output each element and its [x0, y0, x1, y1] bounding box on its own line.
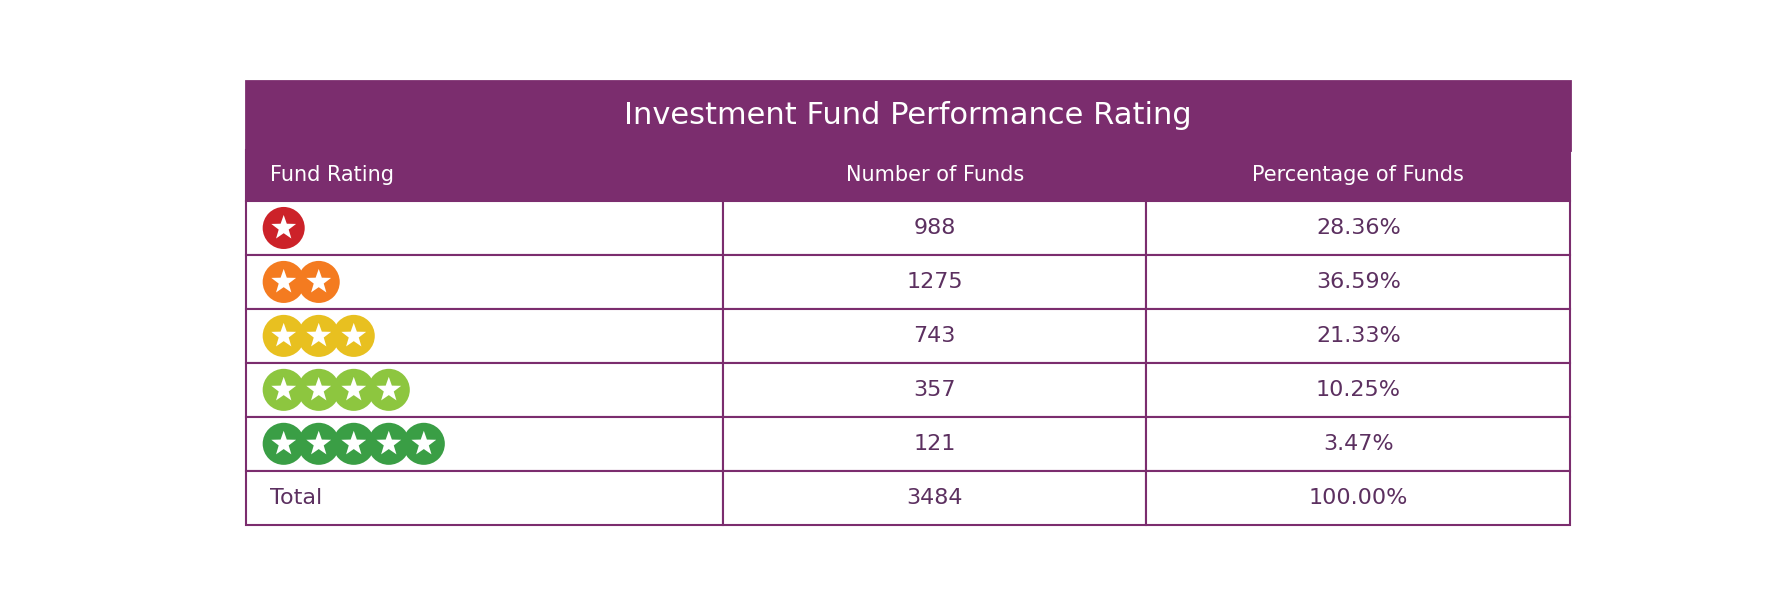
Bar: [723, 309, 1146, 363]
Bar: [246, 201, 723, 255]
Text: 36.59%: 36.59%: [1317, 272, 1400, 292]
Bar: [1146, 255, 1570, 309]
Text: Fund Rating: Fund Rating: [269, 166, 393, 185]
Bar: [246, 363, 723, 417]
Text: 100.00%: 100.00%: [1308, 488, 1409, 508]
Bar: [723, 363, 1146, 417]
Text: Number of Funds: Number of Funds: [845, 166, 1024, 185]
Bar: [246, 255, 723, 309]
Text: 3484: 3484: [905, 488, 962, 508]
Bar: [723, 201, 1146, 255]
Text: 10.25%: 10.25%: [1317, 380, 1400, 400]
Bar: [723, 150, 1146, 201]
Text: Percentage of Funds: Percentage of Funds: [1253, 166, 1464, 185]
Bar: [1146, 150, 1570, 201]
Text: 357: 357: [913, 380, 955, 400]
Bar: [1146, 309, 1570, 363]
Bar: [1146, 417, 1570, 471]
Bar: [246, 309, 723, 363]
Bar: [1146, 201, 1570, 255]
Bar: [246, 417, 723, 471]
Bar: [723, 471, 1146, 525]
Text: 743: 743: [913, 326, 955, 346]
Text: Total: Total: [269, 488, 323, 508]
Bar: [723, 417, 1146, 471]
Text: 21.33%: 21.33%: [1317, 326, 1400, 346]
Bar: [246, 471, 723, 525]
Text: 121: 121: [913, 434, 955, 454]
Text: 3.47%: 3.47%: [1324, 434, 1393, 454]
Text: 988: 988: [913, 218, 955, 238]
Bar: [246, 150, 723, 201]
Bar: [1146, 471, 1570, 525]
Text: 1275: 1275: [905, 272, 962, 292]
Bar: [1146, 363, 1570, 417]
Text: 28.36%: 28.36%: [1317, 218, 1400, 238]
Bar: [723, 255, 1146, 309]
Text: Investment Fund Performance Rating: Investment Fund Performance Rating: [624, 101, 1193, 130]
Bar: [246, 81, 1570, 150]
